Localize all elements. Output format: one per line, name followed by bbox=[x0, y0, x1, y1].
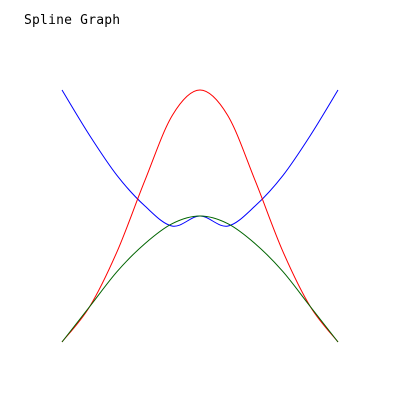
series-line-1 bbox=[62, 90, 338, 226]
series-layer bbox=[62, 90, 338, 342]
series-line-3 bbox=[62, 216, 338, 342]
